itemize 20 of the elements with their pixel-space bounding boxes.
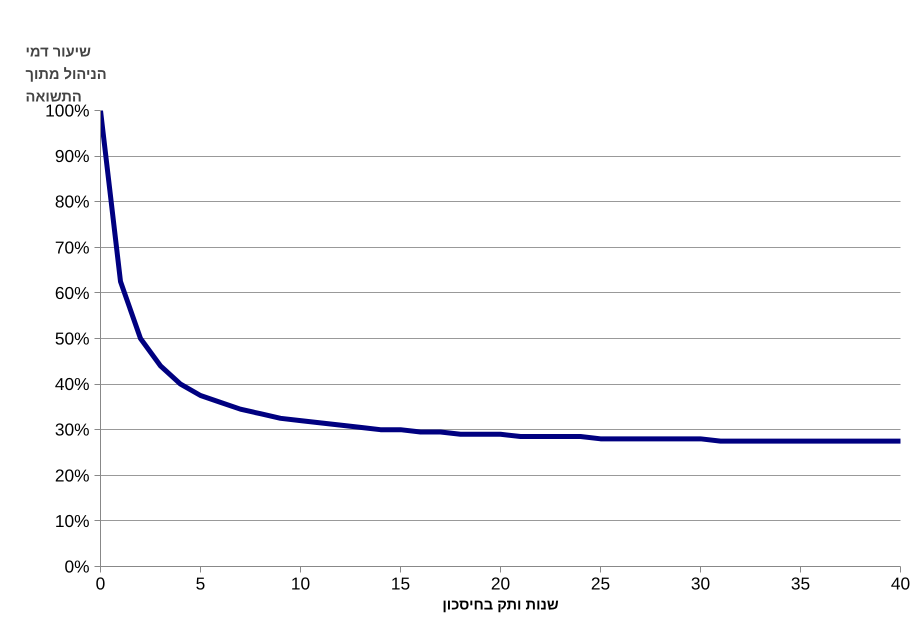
y-tick-label: 70% [54, 237, 90, 258]
y-tick-label: 90% [54, 146, 90, 166]
y-tick-label: 10% [54, 510, 90, 531]
x-tick-label: 10 [290, 574, 310, 594]
y-tick-label: 30% [54, 420, 90, 440]
y-tick-label: 40% [54, 374, 90, 394]
y-tick-label: 0% [64, 556, 90, 576]
x-tick-label: 30 [690, 574, 710, 594]
x-tick-label: 0 [96, 574, 106, 594]
x-tick-label: 40 [890, 574, 910, 594]
x-tick-label: 5 [196, 574, 206, 594]
y-tick-label: 60% [54, 282, 90, 303]
y-tick-label: 80% [54, 192, 90, 212]
x-tick-label: 20 [490, 574, 510, 594]
y-tick-label: 50% [54, 328, 90, 348]
x-tick-label: 25 [590, 574, 610, 594]
x-tick-label: 15 [390, 574, 410, 594]
x-axis-title: שנות ותק בחיסכון [442, 598, 559, 614]
y-tick-label: 20% [54, 465, 90, 486]
x-tick-label: 35 [790, 574, 810, 594]
